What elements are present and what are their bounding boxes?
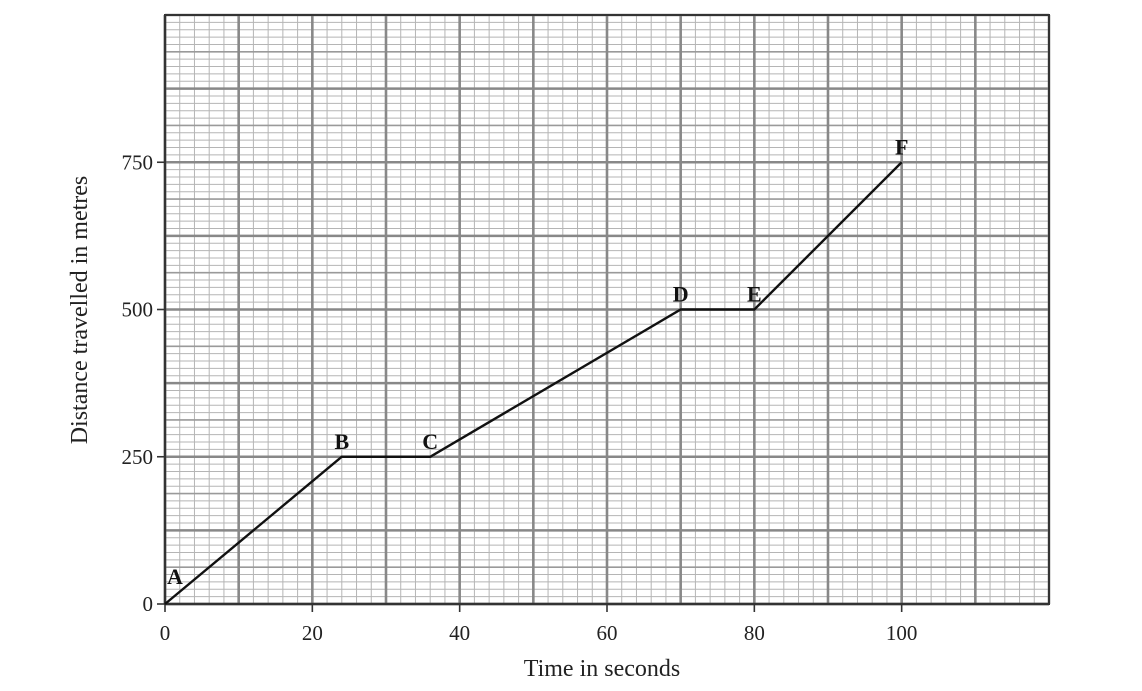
y-tick-label: 250 bbox=[122, 445, 154, 469]
x-tick-label: 20 bbox=[302, 621, 323, 645]
point-labels: A B C D E F bbox=[167, 134, 908, 589]
point-label-e: E bbox=[747, 282, 762, 307]
x-tick-label: 0 bbox=[160, 621, 171, 645]
x-tick-label: 60 bbox=[597, 621, 618, 645]
y-tick-labels: 0 250 500 750 bbox=[122, 150, 154, 616]
x-axis-label: Time in seconds bbox=[524, 656, 680, 682]
tick-marks bbox=[157, 161, 903, 612]
x-tick-label: 80 bbox=[744, 621, 765, 645]
x-tick-label: 100 bbox=[886, 621, 918, 645]
y-tick-label: 500 bbox=[122, 298, 154, 322]
y-tick-label: 0 bbox=[143, 592, 154, 616]
point-label-f: F bbox=[895, 134, 908, 159]
x-tick-labels: 0 20 40 60 80 100 bbox=[160, 621, 918, 645]
series-group bbox=[164, 161, 903, 605]
point-label-c: C bbox=[422, 429, 438, 454]
series-line bbox=[164, 161, 903, 605]
x-tick-label: 40 bbox=[449, 621, 470, 645]
y-axis-label: Distance travelled in metres bbox=[67, 176, 93, 445]
point-label-a: A bbox=[167, 564, 183, 589]
point-label-b: B bbox=[334, 429, 349, 454]
y-tick-label: 750 bbox=[122, 150, 154, 174]
point-label-d: D bbox=[673, 282, 689, 307]
